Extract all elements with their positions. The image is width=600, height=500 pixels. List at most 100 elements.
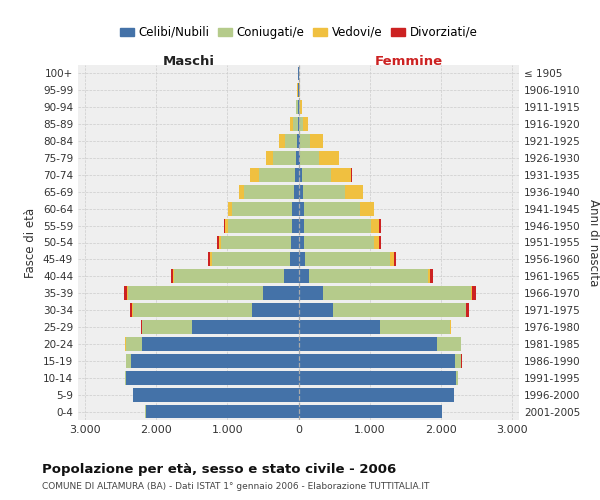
- Bar: [430, 270, 433, 283]
- Bar: [302, 168, 331, 182]
- Bar: [263, 286, 299, 300]
- Bar: [250, 168, 259, 182]
- Bar: [292, 236, 299, 250]
- Y-axis label: Fasce di età: Fasce di età: [25, 208, 37, 278]
- Text: Femmine: Femmine: [374, 56, 443, 68]
- Bar: [379, 236, 381, 250]
- Bar: [457, 371, 458, 384]
- Bar: [279, 134, 284, 148]
- Bar: [303, 117, 308, 131]
- Bar: [128, 286, 263, 300]
- Bar: [125, 371, 299, 384]
- Bar: [299, 185, 303, 198]
- Text: COMUNE DI ALTAMURA (BA) - Dati ISTAT 1° gennaio 2006 - Elaborazione TUTTITALIA.I: COMUNE DI ALTAMURA (BA) - Dati ISTAT 1° …: [42, 482, 430, 491]
- Bar: [131, 354, 299, 368]
- Bar: [390, 252, 394, 266]
- Bar: [266, 151, 272, 165]
- Bar: [298, 134, 299, 148]
- Bar: [299, 100, 300, 114]
- Bar: [300, 100, 302, 114]
- Bar: [299, 337, 437, 351]
- Bar: [299, 286, 323, 300]
- Bar: [299, 303, 332, 317]
- Bar: [208, 252, 211, 266]
- Bar: [296, 100, 298, 114]
- Bar: [310, 134, 323, 148]
- Bar: [299, 134, 310, 148]
- Bar: [146, 404, 299, 418]
- Bar: [217, 236, 219, 250]
- Bar: [472, 286, 476, 300]
- Bar: [212, 252, 290, 266]
- Bar: [428, 270, 430, 283]
- Bar: [292, 202, 299, 215]
- Bar: [299, 168, 302, 182]
- Bar: [225, 218, 228, 232]
- Bar: [299, 236, 304, 250]
- Bar: [455, 354, 461, 368]
- Bar: [299, 252, 305, 266]
- Bar: [371, 218, 379, 232]
- Bar: [331, 168, 352, 182]
- Bar: [374, 236, 379, 250]
- Bar: [272, 151, 296, 165]
- Bar: [124, 286, 127, 300]
- Bar: [299, 117, 303, 131]
- Bar: [293, 185, 299, 198]
- Bar: [299, 202, 304, 215]
- Bar: [299, 151, 300, 165]
- Bar: [303, 185, 345, 198]
- Bar: [142, 337, 299, 351]
- Bar: [299, 270, 309, 283]
- Bar: [332, 303, 466, 317]
- Bar: [300, 151, 319, 165]
- Text: Popolazione per età, sesso e stato civile - 2006: Popolazione per età, sesso e stato civil…: [42, 462, 396, 475]
- Bar: [299, 320, 380, 334]
- Bar: [309, 270, 428, 283]
- Bar: [133, 303, 252, 317]
- Bar: [224, 218, 225, 232]
- Bar: [130, 303, 133, 317]
- Bar: [304, 218, 371, 232]
- Bar: [221, 236, 292, 250]
- Bar: [284, 134, 298, 148]
- Y-axis label: Anni di nascita: Anni di nascita: [587, 199, 600, 286]
- Bar: [127, 354, 131, 368]
- Bar: [296, 151, 299, 165]
- Bar: [229, 202, 232, 215]
- Bar: [290, 252, 299, 266]
- Bar: [142, 320, 192, 334]
- Bar: [380, 320, 450, 334]
- Bar: [252, 303, 299, 317]
- Bar: [133, 388, 299, 402]
- Legend: Celibi/Nubili, Coniugati/e, Vedovi/e, Divorziati/e: Celibi/Nubili, Coniugati/e, Vedovi/e, Di…: [115, 21, 482, 44]
- Bar: [219, 236, 221, 250]
- Bar: [239, 185, 244, 198]
- Bar: [345, 185, 362, 198]
- Bar: [304, 236, 374, 250]
- Bar: [295, 168, 299, 182]
- Bar: [305, 252, 390, 266]
- Bar: [298, 117, 299, 131]
- Bar: [192, 320, 299, 334]
- Bar: [299, 404, 442, 418]
- Bar: [290, 117, 293, 131]
- Bar: [299, 354, 455, 368]
- Bar: [244, 185, 293, 198]
- Bar: [470, 286, 472, 300]
- Bar: [299, 388, 454, 402]
- Bar: [232, 202, 292, 215]
- Bar: [299, 371, 457, 384]
- Bar: [319, 151, 338, 165]
- Bar: [259, 168, 295, 182]
- Bar: [173, 270, 174, 283]
- Bar: [125, 337, 142, 351]
- Bar: [437, 337, 461, 351]
- Bar: [228, 218, 292, 232]
- Bar: [211, 252, 212, 266]
- Bar: [323, 286, 470, 300]
- Text: Maschi: Maschi: [162, 56, 214, 68]
- Bar: [394, 252, 396, 266]
- Bar: [292, 218, 299, 232]
- Bar: [171, 270, 173, 283]
